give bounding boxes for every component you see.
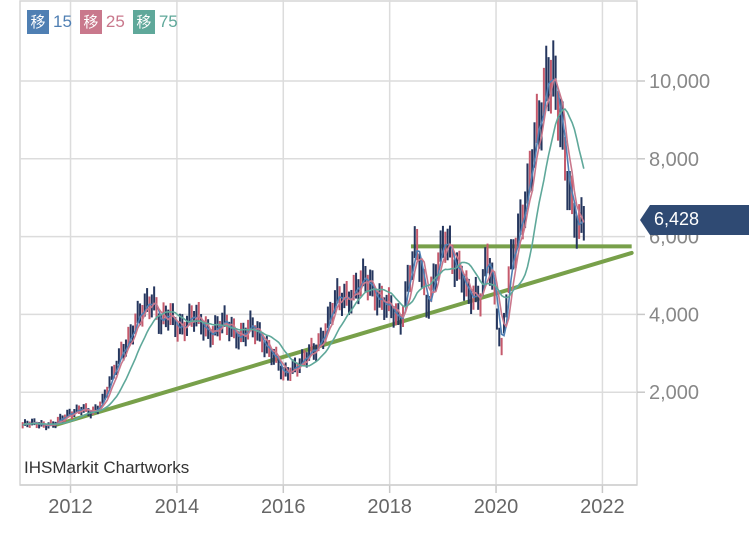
moving-average-line-75 xyxy=(22,108,585,426)
x-tick-label: 2012 xyxy=(48,496,93,518)
x-tick-label: 2018 xyxy=(367,496,412,518)
y-tick-label: 8,000 xyxy=(649,149,699,171)
trendlines xyxy=(52,244,634,428)
ma25-label: 25 xyxy=(105,12,125,31)
ma75-icon: 移 xyxy=(132,10,155,34)
x-axis: 2012 2014 2016 2018 2020 2022 xyxy=(20,484,637,518)
legend-item-ma75[interactable]: 移 75 xyxy=(132,10,178,34)
x-tick-label: 2022 xyxy=(580,496,625,518)
moving-average-line-25 xyxy=(22,77,585,426)
ma75-label: 75 xyxy=(158,12,178,31)
price-flag-shape xyxy=(640,205,749,235)
x-tick-label: 2020 xyxy=(474,496,519,518)
support-trendline xyxy=(52,250,634,428)
moving-average-line-15 xyxy=(22,78,585,427)
y-tick-label: 4,000 xyxy=(649,304,699,326)
last-price-value: 6,428 xyxy=(654,209,700,229)
legend-item-ma25[interactable]: 移 25 xyxy=(79,10,125,34)
x-tick-label: 2016 xyxy=(261,496,306,518)
ma15-icon: 移 xyxy=(27,10,49,34)
y-tick-label: 2,000 xyxy=(649,382,699,404)
last-price-flag: 6,428 xyxy=(640,205,749,235)
price-series xyxy=(21,40,585,431)
legend-item-ma15[interactable]: 移 15 xyxy=(27,10,72,34)
ma25-icon: 移 xyxy=(79,10,102,34)
chart-watermark: IHSMarkit Chartworks xyxy=(24,458,190,477)
moving-average-legend: 移 15 移 25 移 75 xyxy=(27,10,178,34)
ma15-label: 15 xyxy=(53,12,72,31)
y-tick-label: 10,000 xyxy=(649,71,710,93)
x-tick-label: 2014 xyxy=(155,496,200,518)
